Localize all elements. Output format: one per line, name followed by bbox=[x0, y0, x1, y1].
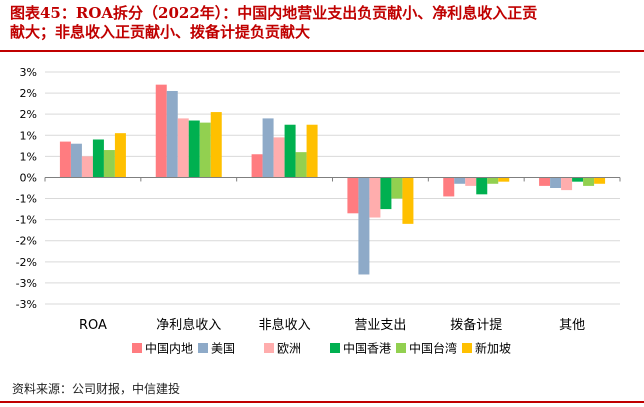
source-note: 资料来源：公司财报，中信建投 bbox=[12, 382, 181, 396]
x-category-label: 其他 bbox=[559, 318, 585, 333]
x-category-label: 非息收入 bbox=[259, 317, 311, 333]
chart-title-line-1: 图表45：ROA拆分（2022年）：中国内地营业支出负贡献小、净利息收入正贡 bbox=[10, 4, 538, 22]
bar bbox=[210, 112, 222, 178]
bar bbox=[391, 177, 403, 199]
legend-label: 中国香港 bbox=[343, 341, 391, 356]
bar bbox=[476, 177, 488, 195]
bar bbox=[284, 124, 296, 178]
bar bbox=[199, 122, 211, 178]
y-tick-label: 1% bbox=[20, 129, 37, 142]
bar bbox=[498, 177, 510, 182]
bar bbox=[92, 139, 104, 178]
x-category-label: 拨备计提 bbox=[450, 317, 502, 333]
bar bbox=[358, 177, 370, 275]
bar bbox=[369, 177, 381, 218]
bar bbox=[188, 120, 200, 178]
legend-swatch bbox=[396, 343, 406, 353]
y-tick-label: -1% bbox=[16, 214, 37, 227]
legend-swatch bbox=[198, 343, 208, 353]
bar bbox=[114, 133, 126, 178]
y-tick-label: 0% bbox=[20, 171, 37, 184]
bar bbox=[306, 124, 318, 178]
bar bbox=[103, 150, 115, 178]
bar bbox=[251, 154, 263, 178]
bar bbox=[70, 143, 82, 178]
bar bbox=[380, 177, 392, 210]
legend-swatch bbox=[462, 343, 472, 353]
legend-label: 新加坡 bbox=[475, 341, 511, 356]
bar bbox=[81, 156, 93, 178]
legend-label: 中国台湾 bbox=[409, 341, 457, 356]
legend-swatch bbox=[330, 343, 340, 353]
bar bbox=[594, 177, 606, 184]
bar bbox=[347, 177, 359, 214]
bottom-divider bbox=[0, 401, 644, 403]
bar bbox=[539, 177, 551, 186]
y-tick-label: -2% bbox=[16, 256, 37, 269]
bar bbox=[262, 118, 274, 178]
x-category-label: 营业支出 bbox=[354, 318, 406, 333]
bar bbox=[583, 177, 595, 186]
legend-label: 美国 bbox=[211, 342, 235, 356]
bar bbox=[166, 90, 178, 178]
y-tick-label: -3% bbox=[16, 298, 37, 311]
y-tick-label: 1% bbox=[20, 150, 37, 163]
y-tick-label: -3% bbox=[16, 277, 37, 290]
x-category-label: 净利息收入 bbox=[156, 317, 221, 333]
bar bbox=[155, 84, 167, 178]
bar bbox=[402, 177, 414, 224]
y-tick-label: -1% bbox=[16, 193, 37, 206]
y-tick-label: 2% bbox=[20, 87, 37, 100]
bar bbox=[561, 177, 573, 191]
bar bbox=[443, 177, 455, 197]
y-tick-label: -2% bbox=[16, 235, 37, 248]
title-divider bbox=[0, 50, 644, 52]
roa-breakdown-chart: 3% 2% 2% 1% 1% 0% -1% -1% -2% -2% -3% -3% ROA 净利息收入 非息… bbox=[16, 66, 621, 356]
legend-swatch bbox=[132, 343, 142, 353]
bar bbox=[572, 177, 584, 182]
bar bbox=[550, 177, 562, 188]
legend-label: 中国内地 bbox=[145, 341, 193, 356]
bar bbox=[273, 137, 285, 178]
bar bbox=[177, 118, 189, 178]
bar bbox=[487, 177, 499, 184]
bar bbox=[454, 177, 466, 184]
bar bbox=[295, 152, 307, 178]
bar bbox=[59, 141, 71, 178]
y-tick-label: 3% bbox=[20, 66, 37, 79]
legend-swatch bbox=[264, 343, 274, 353]
legend-label: 欧洲 bbox=[277, 342, 301, 356]
chart-title: 图表45：ROA拆分（2022年）：中国内地营业支出负贡献小、净利息收入正贡 献… bbox=[10, 4, 630, 42]
x-category-label: ROA bbox=[79, 318, 107, 333]
bar bbox=[465, 177, 477, 186]
y-tick-label: 2% bbox=[20, 108, 37, 121]
chart-title-line-2: 献大；非息收入正贡献小、拨备计提负贡献大 bbox=[10, 23, 311, 41]
